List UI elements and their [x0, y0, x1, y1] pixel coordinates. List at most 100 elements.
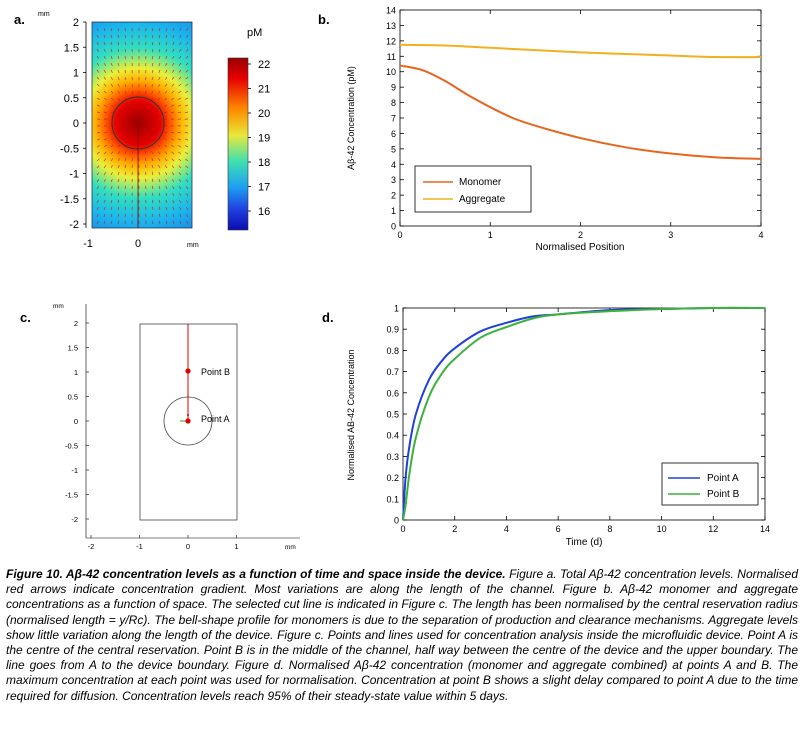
- panel-a-ytick-0: 2: [73, 17, 79, 29]
- panel-d-ytick-1: 0.1: [386, 494, 399, 504]
- panel-b-ytick-4: 4: [391, 160, 396, 170]
- panel-b-xtick-0: 0: [397, 230, 402, 240]
- panel-d-ytick-4: 0.4: [386, 431, 399, 441]
- panel-a-ytick-3: 0.5: [64, 93, 79, 105]
- panel-d-ytick-9: 0.9: [386, 325, 399, 335]
- panel-b-ytick-8: 8: [391, 98, 396, 108]
- colorbar-title: pM: [247, 27, 262, 39]
- panel-a-xtick-1: 0: [135, 238, 141, 250]
- panel-d-ytick-0: 0: [394, 516, 399, 526]
- panel-b-ytick-1: 1: [391, 206, 396, 216]
- panel-a-ytick-8: -2: [69, 219, 79, 231]
- panel-b-ytick-6: 6: [391, 129, 396, 139]
- panel-d-xtick-5: 10: [657, 524, 667, 534]
- panel-d-xtick-7: 14: [760, 524, 770, 534]
- panel-b-ytick-14: 14: [386, 6, 396, 16]
- panel-c-xtick-3: 1: [234, 542, 238, 551]
- panel-d-ytick-8: 0.8: [386, 346, 399, 356]
- panel-a-ytick-7: -1.5: [60, 194, 79, 206]
- panel-d-ytick-3: 0.3: [386, 452, 399, 462]
- panel-a-ytick-4: 0: [73, 118, 79, 130]
- panel-b-ytick-9: 9: [391, 83, 396, 93]
- panel-b-legend: Monomer Aggregate: [414, 165, 532, 213]
- panel-d-xtick-2: 4: [504, 524, 509, 534]
- panel-c-ytick-2: 1: [74, 368, 78, 377]
- panel-b-ytick-2: 2: [391, 191, 396, 201]
- panel-a-ytick-2: 1: [73, 68, 79, 80]
- panel-b-xlabel: Normalised Position: [536, 242, 625, 253]
- panel-a-ytick-1: 1.5: [64, 42, 79, 54]
- panel-b-ytick-0: 0: [391, 222, 396, 232]
- panel-b-ytick-12: 12: [386, 36, 396, 46]
- figure-caption: Figure 10. Aβ-42 concentration levels as…: [6, 567, 798, 704]
- panel-c-unit-top: mm: [53, 303, 64, 310]
- panel-d-xtick-0: 0: [400, 524, 405, 534]
- panel-c-ytick-5: -0.5: [65, 442, 78, 451]
- panel-c-ytick-4: 0: [74, 417, 78, 426]
- colorbar-tick-3: 19: [258, 133, 270, 145]
- panel-a-unit-bottom: mm: [187, 242, 199, 249]
- panel-b-xtick-1: 1: [488, 230, 493, 240]
- panel-d-xtick-6: 12: [708, 524, 718, 534]
- legend-point-a: Point A: [707, 473, 739, 484]
- panel-d-ylabel: Normalised AB-42 Concentration: [346, 349, 356, 480]
- panel-b-letter: b.: [318, 12, 330, 27]
- panel-a-letter: a.: [14, 12, 25, 27]
- colorbar-tick-2: 20: [258, 108, 270, 120]
- panel-c-ytick-0: 2: [74, 319, 78, 328]
- panel-d-xlabel: Time (d): [566, 537, 603, 548]
- heatmap-field: [91, 21, 193, 229]
- series-line-aggregate: [399, 43, 762, 59]
- point-a-marker: [185, 418, 191, 424]
- series-line-point-b: [402, 306, 766, 521]
- panel-a-heatmap: 2 1.5 1 0.5 0 -0.5 -1 -1.5 -2 -1 0 mm mm pM 22 21 2…: [38, 11, 270, 250]
- panel-d-ytick-6: 0.6: [386, 388, 399, 398]
- panel-c-letter: c.: [20, 310, 31, 325]
- panel-c-ytick-8: -2: [71, 515, 78, 524]
- legend-monomer: Monomer: [459, 177, 502, 188]
- panel-c-xtick-2: 0: [186, 542, 190, 551]
- legend-point-b: Point B: [707, 489, 740, 500]
- panel-d-xtick-4: 8: [607, 524, 612, 534]
- panel-c-xtick-0: -2: [88, 542, 95, 551]
- panel-c-ytick-3: 0.5: [68, 393, 78, 402]
- panel-b-ytick-7: 7: [391, 114, 396, 124]
- panel-c-unit-bottom: mm: [285, 544, 296, 551]
- panel-a-ytick-6: -1: [69, 169, 79, 181]
- panel-b-ylabel: Aβ-42 Concentration (pM): [346, 66, 356, 170]
- panel-b-xtick-3: 3: [668, 230, 673, 240]
- colorbar-tick-0: 22: [258, 59, 270, 71]
- panel-d-ytick-5: 0.5: [386, 410, 399, 420]
- panel-d-ytick-10: 1: [394, 304, 399, 314]
- point-a-label: Point A: [201, 414, 230, 424]
- panel-b-ytick-10: 10: [386, 67, 396, 77]
- panel-d-letter: d.: [322, 310, 334, 325]
- colorbar-tick-6: 16: [258, 206, 270, 218]
- colorbar-tick-5: 17: [258, 182, 270, 194]
- caption-body: Figure a. Total Aβ-42 concentration leve…: [6, 567, 798, 703]
- panel-d-xtick-1: 2: [452, 524, 457, 534]
- panel-d-xtick-3: 6: [556, 524, 561, 534]
- panel-c-ytick-7: -1.5: [65, 491, 78, 500]
- gradient-arrows: [96, 27, 189, 225]
- panel-c-ytick-6: -1: [71, 466, 78, 475]
- panel-a-xtick-0: -1: [83, 238, 93, 250]
- panel-a-ytick-5: -0.5: [60, 143, 79, 155]
- panel-b-ytick-13: 13: [386, 21, 396, 31]
- panel-b-xtick-4: 4: [758, 230, 763, 240]
- point-b-marker: [185, 368, 191, 374]
- panel-d-legend: Point A Point B: [661, 462, 759, 506]
- panel-b-ytick-11: 11: [387, 52, 396, 62]
- colorbar-tick-1: 21: [258, 84, 270, 96]
- panel-d-chart: 0 0.1 0.2 0.3 0.4 0.5 0.6 0.7 0.8 0.9 1 0 2 4 6 8 10 12 1…: [346, 304, 770, 549]
- panel-c-geometry: Point B Point A 2 1.5 1 0.5 0 -0.5 -1 -1.5 -2 -2…: [53, 303, 300, 551]
- panel-c-ytick-1: 1.5: [68, 344, 78, 353]
- panel-b-ytick-5: 5: [391, 144, 396, 154]
- panel-b-ytick-3: 3: [391, 175, 396, 185]
- series-line-monomer: [399, 64, 762, 160]
- panel-c-xtick-1: -1: [136, 542, 143, 551]
- panel-d-ytick-2: 0.2: [386, 473, 399, 483]
- panel-a-unit-top: mm: [38, 11, 50, 18]
- colorbar: [227, 57, 249, 231]
